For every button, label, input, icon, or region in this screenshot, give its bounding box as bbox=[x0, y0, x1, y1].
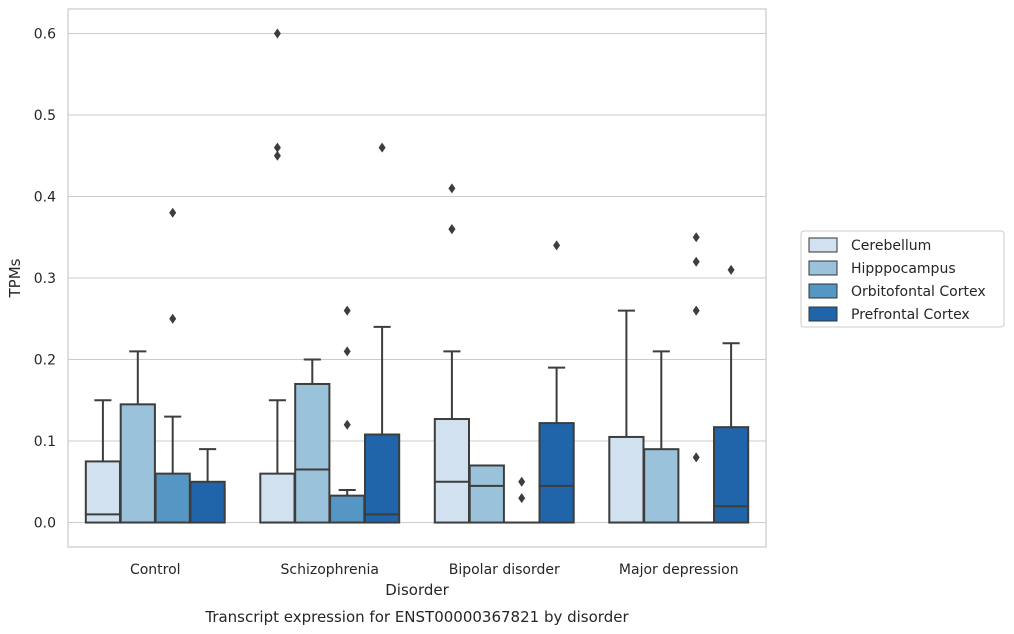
y-tick-label: 0.0 bbox=[34, 516, 56, 532]
y-tick-label: 0.6 bbox=[34, 26, 56, 42]
outlier-point bbox=[692, 256, 700, 267]
outlier-point bbox=[448, 183, 456, 194]
plot-frame bbox=[67, 8, 767, 548]
legend: Cerebellum Hipppocampus Orbitofontal Corte… bbox=[800, 230, 1005, 328]
x-tick-label: Major depression bbox=[619, 562, 739, 578]
box-body bbox=[433, 418, 471, 524]
outlier-point bbox=[273, 28, 281, 39]
box-cerebellum bbox=[608, 309, 645, 524]
category-group bbox=[84, 207, 226, 524]
box-body bbox=[712, 426, 750, 524]
y-axis-title: TPMs bbox=[6, 258, 24, 298]
outlier-point bbox=[169, 313, 177, 324]
outlier-point bbox=[692, 305, 700, 316]
y-tick-label: 0.3 bbox=[34, 271, 56, 287]
category-group bbox=[259, 28, 401, 524]
legend-item: Orbitofontal Cortex bbox=[808, 283, 986, 300]
legend-label: Orbitofontal Cortex bbox=[851, 284, 986, 300]
legend-label: Cerebellum bbox=[851, 238, 931, 254]
box-body bbox=[294, 382, 331, 524]
box-prefrontal-cortex bbox=[363, 142, 401, 524]
box-prefrontal-cortex bbox=[189, 448, 226, 524]
box-cerebellum bbox=[259, 28, 296, 524]
y-tick-labels: 0.0 0.1 0.2 0.3 0.4 0.5 0.6 bbox=[34, 26, 56, 531]
legend-label: Hipppocampus bbox=[851, 261, 956, 277]
box-body bbox=[84, 460, 122, 524]
box-body bbox=[643, 448, 680, 524]
category-group bbox=[608, 232, 750, 524]
x-axis-title: Disorder bbox=[385, 581, 449, 599]
legend-swatch bbox=[808, 283, 838, 299]
x-tick-labels: Control Schizophrenia Bipolar disorder Majo… bbox=[130, 562, 739, 578]
outlier-point bbox=[518, 476, 526, 487]
box-body bbox=[154, 472, 191, 524]
box-body bbox=[119, 403, 156, 524]
box-body bbox=[538, 422, 575, 524]
legend-swatch bbox=[808, 260, 838, 276]
legend-label: Prefrontal Cortex bbox=[851, 307, 970, 323]
outlier-point bbox=[553, 240, 561, 251]
y-tick-label: 0.1 bbox=[34, 434, 56, 450]
outlier-point bbox=[343, 419, 351, 430]
outlier-point bbox=[692, 452, 700, 463]
legend-swatch bbox=[808, 237, 838, 253]
box-orbitofontal-cortex bbox=[154, 207, 191, 524]
outlier-point bbox=[727, 264, 735, 275]
box-orbitofontal-cortex bbox=[678, 232, 715, 524]
box-cerebellum bbox=[433, 183, 471, 524]
legend-swatch bbox=[808, 306, 838, 322]
box-body bbox=[468, 464, 505, 524]
box-body bbox=[608, 435, 645, 524]
box-body bbox=[259, 472, 296, 524]
legend-item: Prefrontal Cortex bbox=[808, 306, 970, 323]
legend-item: Cerebellum bbox=[808, 237, 931, 254]
category-group bbox=[433, 183, 575, 524]
legend-item: Hipppocampus bbox=[808, 260, 956, 277]
x-tick-label: Bipolar disorder bbox=[449, 562, 560, 578]
box-body bbox=[189, 480, 226, 524]
legend-frame bbox=[800, 230, 1005, 328]
y-tick-label: 0.5 bbox=[34, 108, 56, 124]
box-groups bbox=[84, 28, 750, 524]
outlier-point bbox=[273, 142, 281, 153]
box-hipppocampus bbox=[643, 350, 680, 524]
box-orbitofontal-cortex bbox=[503, 476, 540, 524]
box-hipppocampus bbox=[119, 350, 156, 524]
outlier-point bbox=[343, 305, 351, 316]
outlier-point bbox=[169, 207, 177, 218]
box-body bbox=[363, 433, 401, 524]
gridlines bbox=[68, 32, 766, 524]
box-body bbox=[329, 494, 366, 524]
outlier-point bbox=[448, 224, 456, 235]
y-tick-label: 0.4 bbox=[34, 189, 56, 205]
outlier-point bbox=[273, 150, 281, 161]
outlier-point bbox=[343, 346, 351, 357]
box-hipppocampus bbox=[294, 358, 331, 524]
chart-caption: Transcript expression for ENST0000036782… bbox=[204, 608, 629, 626]
y-tick-label: 0.2 bbox=[34, 353, 56, 369]
box-prefrontal-cortex bbox=[712, 264, 750, 524]
x-tick-label: Control bbox=[130, 562, 181, 578]
outlier-point bbox=[378, 142, 386, 153]
box-prefrontal-cortex bbox=[538, 240, 575, 524]
outlier-point bbox=[518, 493, 526, 504]
box-cerebellum bbox=[84, 399, 122, 524]
box-orbitofontal-cortex bbox=[329, 305, 366, 524]
box-hipppocampus bbox=[468, 464, 505, 524]
outlier-point bbox=[692, 232, 700, 243]
x-tick-label: Schizophrenia bbox=[281, 562, 379, 578]
